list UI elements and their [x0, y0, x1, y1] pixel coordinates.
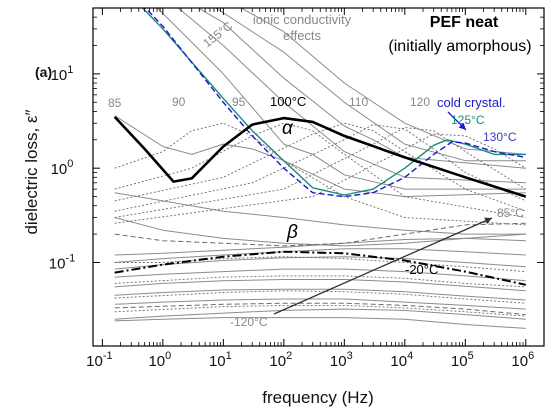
x-tick-exponent: -1 [103, 350, 113, 362]
temp-95-label: 95 [232, 95, 246, 109]
series-layer [113, 8, 527, 329]
series-line-dot-27 [114, 256, 526, 273]
x-tick-exponent: 1 [226, 350, 232, 362]
temp-100-label: 100°C [270, 94, 306, 109]
series-line-gray-19 [114, 308, 526, 320]
y-tick-exponent: 0 [67, 158, 73, 170]
series-line-gray-9 [240, 8, 526, 155]
x-tick-exponent: 2 [286, 350, 292, 362]
series-line-dot-30 [114, 304, 526, 317]
cold-crystallization-label: cold crystal. [437, 95, 506, 110]
temperature-increase-arrow-shaft [273, 217, 493, 315]
series-line-gray-5 [156, 8, 526, 190]
x-tick-label: 101 [209, 350, 232, 370]
temp-130-label: 130°C [483, 130, 517, 144]
series-line-dot-24 [114, 124, 526, 212]
series-line-dash-32 [114, 302, 526, 316]
x-tick-exponent: 0 [165, 350, 171, 362]
alpha-relaxation-label: α [282, 118, 294, 139]
sample-title: PEF neat [430, 14, 499, 31]
axis-ticks [93, 7, 545, 346]
y-tick-exponent: -1 [65, 252, 75, 264]
series-line-gray-6 [177, 8, 526, 184]
series-line-gray-20 [114, 317, 526, 329]
y-tick-label: 101 [51, 64, 74, 84]
sample-subtitle: (initially amorphous) [388, 38, 531, 55]
series-line-gray-10 [114, 192, 526, 235]
series-line-gray-17 [114, 288, 526, 301]
series-line-dot-22 [114, 122, 526, 218]
temp-90-label: 90 [172, 95, 186, 109]
series-line-gray-18 [114, 298, 526, 310]
series-line-gray-12 [114, 237, 526, 256]
series-line-dash-31 [114, 222, 526, 247]
series-line-gray-4 [114, 115, 526, 198]
y-axis-label: dielectric loss, ε″ [22, 109, 41, 234]
series-line-gray-13 [114, 248, 526, 263]
cold-crystallization-arrow-head [458, 122, 466, 130]
x-tick-label: 100 [148, 350, 171, 370]
beta-relaxation-label: β [286, 222, 298, 243]
temp-minus120-label: -120°C [230, 315, 268, 329]
temp-85-beta-label: 85°C [497, 206, 524, 220]
y-tick-label: 100 [51, 158, 74, 178]
x-tick-label: 106 [511, 350, 534, 370]
x-tick-label: 102 [269, 350, 292, 370]
series-line-gray-8 [214, 8, 526, 162]
series-line-gray-15 [114, 268, 526, 282]
x-tick-label: 104 [390, 350, 413, 370]
series-line-dot-29 [114, 290, 526, 304]
series-line-dot-28 [114, 275, 526, 288]
temp-120-label: 120 [410, 95, 430, 109]
temp-125-label: 125°C [451, 113, 485, 127]
x-tick-label: 105 [451, 350, 474, 370]
x-tick-exponent: 4 [407, 350, 413, 362]
y-tick-label: 10-1 [49, 252, 75, 272]
annotation-arrows [273, 111, 493, 315]
y-tick-exponent: 1 [67, 64, 73, 76]
ionic-conductivity-label: ionic conductivity [253, 12, 352, 27]
x-tick-exponent: 6 [528, 350, 534, 362]
series-line-blue-dash-2 [144, 8, 526, 198]
x-axis-label: frequency (Hz) [262, 388, 373, 407]
x-tick-label: 103 [330, 350, 353, 370]
temp-110-label: 110 [349, 95, 368, 109]
temperature-increase-arrow-head [484, 217, 492, 225]
temp-85-label: 85 [108, 96, 122, 110]
temp-minus20-label: -20°C [405, 262, 438, 277]
series-line-green-1 [141, 8, 526, 196]
series-line-dashdot-3 [114, 250, 527, 286]
x-tick-exponent: 3 [347, 350, 353, 362]
x-tick-label: 10-1 [86, 350, 112, 370]
x-tick-exponent: 5 [468, 350, 474, 362]
panel-label: (a) [35, 64, 52, 80]
series-line-gray-16 [114, 279, 526, 292]
series-line-gray-11 [114, 217, 526, 247]
series-line-bold-0 [113, 116, 527, 198]
ionic-effects-label: effects [283, 28, 322, 43]
